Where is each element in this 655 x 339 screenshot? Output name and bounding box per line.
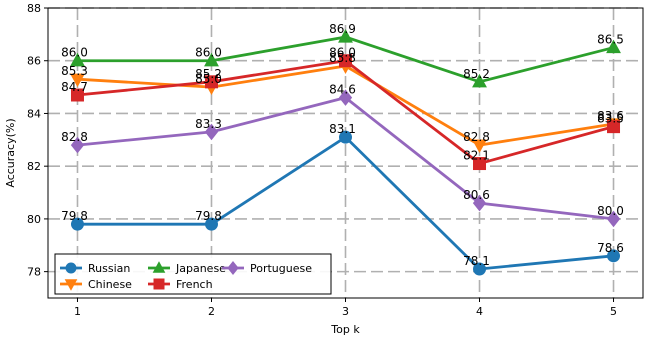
- data-point-japanese: [70, 52, 85, 67]
- legend-label: Portuguese: [250, 262, 312, 275]
- data-point-chinese: [472, 139, 487, 154]
- legend-item-chinese: Chinese: [60, 278, 132, 291]
- legend-label: Japanese: [175, 262, 226, 275]
- data-label-chinese: 85.8: [329, 51, 356, 65]
- data-label-russian: 79.8: [61, 209, 88, 223]
- legend-item-russian: Russian: [60, 262, 130, 275]
- legend-item-french: French: [148, 278, 213, 291]
- data-label-portuguese: 82.8: [61, 130, 88, 144]
- data-label-french: 85.2: [195, 67, 222, 81]
- data-label-russian: 78.1: [463, 254, 490, 268]
- data-label-portuguese: 80.6: [463, 188, 490, 202]
- axis-ticks: 78 80 82 84 86 88 1 2 3 4 5: [27, 2, 617, 318]
- data-point-russian: [339, 130, 352, 144]
- legend: Russian Chinese Japanese French Portuguese: [54, 253, 332, 295]
- data-label-japanese: 86.5: [597, 33, 624, 47]
- data-label-russian: 83.1: [329, 122, 356, 136]
- legend-label: Chinese: [88, 278, 132, 291]
- data-label-chinese: 85.0: [195, 72, 222, 86]
- data-point-portuguese: [204, 123, 219, 141]
- data-label-french: 86.0: [329, 46, 356, 60]
- data-point-french: [607, 120, 621, 134]
- x-tick-label: 3: [342, 305, 349, 318]
- x-tick-label: 5: [610, 305, 617, 318]
- y-tick-label: 78: [27, 266, 41, 279]
- y-tick-label: 86: [27, 55, 41, 68]
- x-tick-label: 1: [74, 305, 81, 318]
- y-tick-label: 88: [27, 2, 41, 15]
- legend-marker-french: [153, 278, 165, 290]
- data-point-french: [70, 88, 84, 102]
- data-label-french: 84.7: [61, 80, 88, 94]
- data-label-russian: 78.6: [597, 241, 624, 255]
- data-label-japanese: 86.0: [61, 46, 88, 60]
- x-tick-label: 2: [208, 305, 215, 318]
- legend-marker-portuguese: [227, 260, 239, 276]
- data-label-japanese: 85.2: [463, 67, 490, 81]
- data-label-portuguese: 80.0: [597, 204, 624, 218]
- series-russian: [70, 130, 621, 276]
- data-point-portuguese: [472, 194, 487, 212]
- data-label-portuguese: 84.6: [329, 83, 356, 97]
- data-point-french: [339, 54, 352, 68]
- data-point-japanese: [472, 73, 487, 88]
- data-point-russian: [607, 249, 621, 263]
- series-layer: [70, 29, 621, 276]
- legend-item-japanese: Japanese: [148, 261, 226, 275]
- data-labels: 79.8 79.8 83.1 78.1 78.6 85.3 85.0 85.8 82.8 83.6…: [61, 22, 624, 268]
- data-label-japanese: 86.9: [329, 22, 356, 36]
- y-tick-label: 80: [27, 213, 41, 226]
- data-point-portuguese: [606, 210, 621, 228]
- x-axis-label: Top k: [330, 323, 360, 336]
- legend-marker-russian: [65, 262, 77, 274]
- legend-label: French: [176, 278, 213, 291]
- legend-box: [54, 253, 332, 295]
- legend-marker-japanese: [152, 261, 166, 273]
- data-point-japanese: [204, 52, 219, 67]
- data-label-french: 83.5: [597, 112, 624, 126]
- data-label-chinese: 83.6: [597, 109, 624, 123]
- data-label-chinese: 82.8: [463, 130, 490, 144]
- data-point-russian: [473, 262, 487, 276]
- series-portuguese: [70, 89, 621, 228]
- data-point-russian: [204, 217, 218, 231]
- y-tick-label: 82: [27, 160, 41, 173]
- data-label-russian: 79.8: [195, 209, 222, 223]
- data-label-japanese: 86.0: [195, 46, 222, 60]
- series-french: [70, 54, 621, 171]
- data-point-japanese: [338, 29, 353, 43]
- data-point-chinese: [70, 73, 85, 88]
- legend-label: Russian: [88, 262, 130, 275]
- data-point-french: [473, 157, 487, 171]
- data-point-portuguese: [338, 89, 353, 106]
- y-axis-label: Accuracy(%): [4, 118, 17, 187]
- series-japanese: [70, 29, 621, 88]
- x-tick-label: 4: [476, 305, 483, 318]
- data-label-french: 82.1: [463, 149, 490, 163]
- legend-item-portuguese: Portuguese: [222, 260, 312, 276]
- data-label-portuguese: 83.3: [195, 117, 222, 131]
- legend-marker-chinese: [64, 279, 78, 291]
- data-point-russian: [70, 217, 84, 231]
- data-label-chinese: 85.3: [61, 64, 88, 78]
- data-point-portuguese: [70, 136, 85, 154]
- data-point-french: [204, 75, 218, 89]
- y-tick-label: 84: [27, 107, 41, 120]
- data-point-japanese: [606, 39, 621, 54]
